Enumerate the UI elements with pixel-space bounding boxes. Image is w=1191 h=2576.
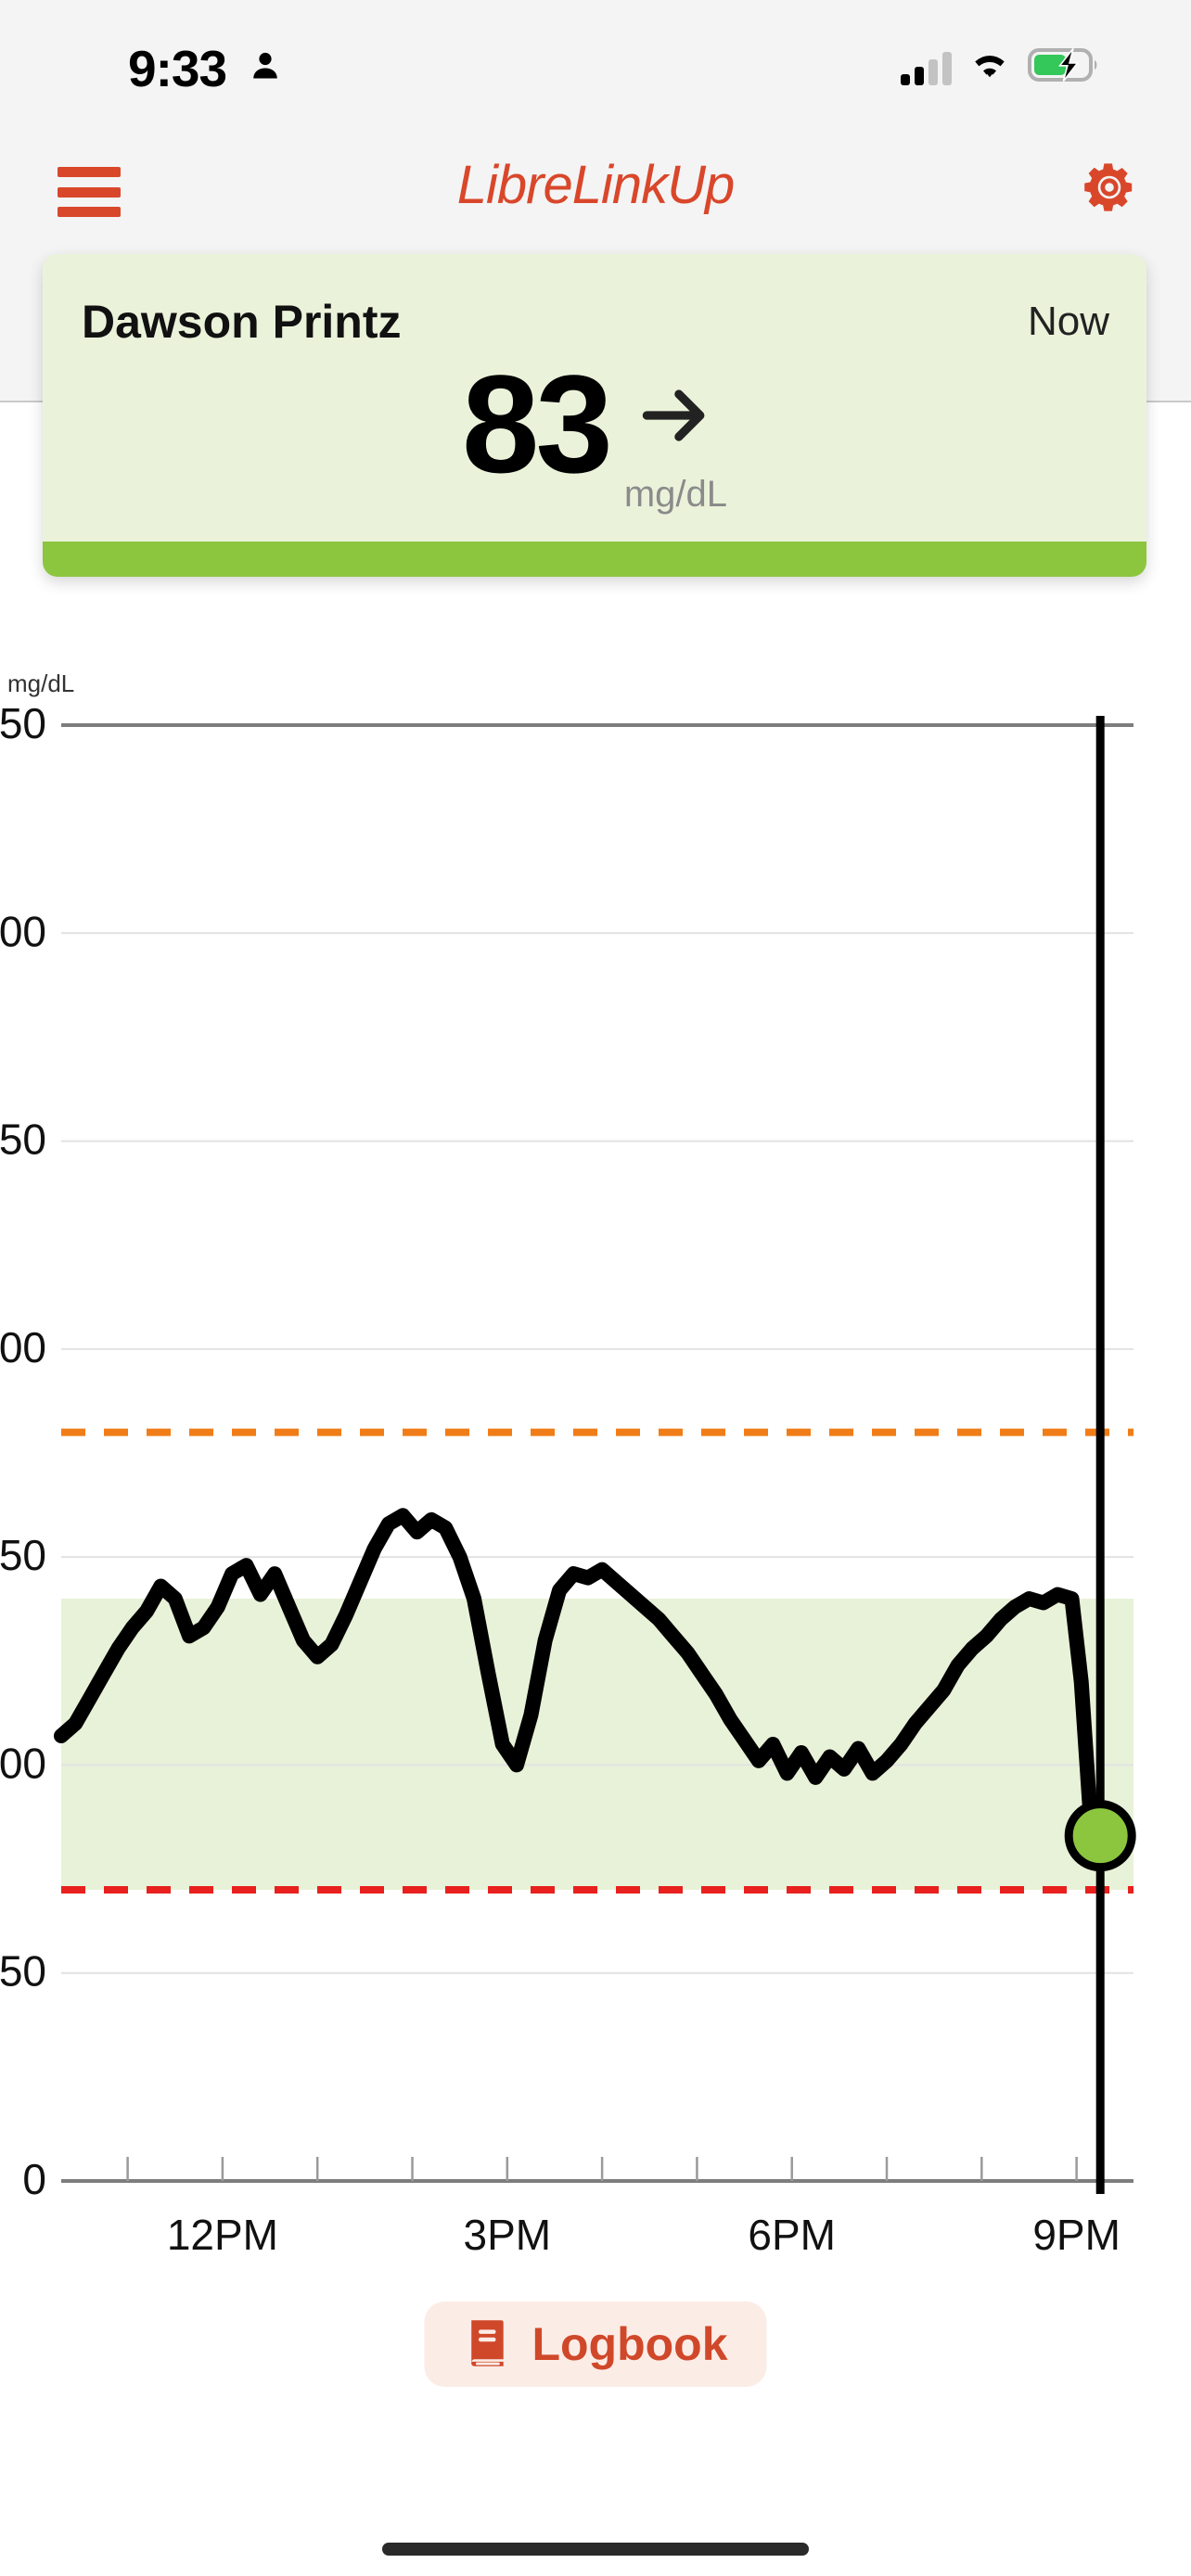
- y-tick-label: 50: [0, 1947, 46, 1996]
- y-tick-label: 100: [0, 1739, 46, 1787]
- gear-icon[interactable]: [1080, 158, 1139, 222]
- glucose-unit: mg/dL: [623, 474, 728, 515]
- book-icon: [463, 2317, 511, 2372]
- trend-group: mg/dL: [624, 363, 727, 516]
- reading-timestamp: Now: [1027, 299, 1109, 344]
- y-tick-label: 200: [0, 1323, 46, 1371]
- home-indicator[interactable]: [382, 2543, 809, 2556]
- target-range-band: [61, 1599, 1133, 1890]
- x-tick-label: 6PM: [748, 2211, 836, 2253]
- app-title: LibreLinkUp: [456, 155, 736, 215]
- logbook-label: Logbook: [531, 2318, 728, 2370]
- patient-name: Dawson Printz: [82, 296, 402, 348]
- cellular-signal-icon: [901, 50, 952, 85]
- glucose-chart-svg: 0 50 100 150 200 250 300 350mg/dL 12PM 3PM 6PM 9PM: [0, 670, 1136, 2253]
- x-tick-label: 9PM: [1032, 2211, 1121, 2253]
- logbook-button[interactable]: Logbook: [424, 2302, 767, 2387]
- y-tick-label: 300: [0, 907, 46, 955]
- y-tick-label: 350: [0, 699, 46, 747]
- y-axis-unit-label: mg/dL: [7, 670, 74, 697]
- glucose-status-bar: [43, 542, 1146, 577]
- reading-row: 83 mg/dL: [43, 346, 1146, 516]
- y-tick-label: 150: [0, 1531, 46, 1579]
- hamburger-menu-icon[interactable]: [58, 167, 121, 217]
- current-reading-marker: [1064, 1800, 1136, 1872]
- x-tick-label: 3PM: [464, 2211, 552, 2253]
- y-tick-label: 250: [0, 1116, 46, 1164]
- status-bar-time: 9:33: [128, 40, 227, 97]
- patient-glucose-card[interactable]: Dawson Printz Now 83 mg/dL: [43, 254, 1146, 577]
- status-bar-icons: [901, 46, 1102, 88]
- x-tick-label: 12PM: [167, 2211, 278, 2253]
- person-icon: [249, 48, 282, 88]
- y-tick-label: 0: [22, 2155, 46, 2203]
- glucose-value: 83: [461, 346, 613, 502]
- battery-charging-icon: [1028, 46, 1102, 88]
- glucose-line: [54, 1508, 1108, 1843]
- status-bar: 9:33: [0, 0, 1191, 139]
- wifi-icon: [967, 47, 1013, 87]
- glucose-chart[interactable]: 0 50 100 150 200 250 300 350mg/dL 12PM 3PM 6PM 9PM: [0, 640, 1191, 2253]
- arrow-right-icon: [633, 373, 718, 463]
